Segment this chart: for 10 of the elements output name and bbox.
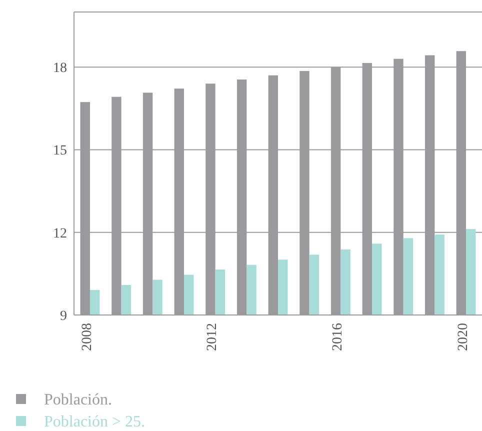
y-tick-label: 18 <box>53 60 67 76</box>
x-tick-label: 2008 <box>80 323 95 351</box>
x-tick-label: 2016 <box>330 323 346 351</box>
y-tick-label: 15 <box>53 144 67 159</box>
legend-label: Población > 25. <box>44 414 146 431</box>
legend-label: Población. <box>44 392 112 409</box>
x-tick-label: 2012 <box>205 323 220 351</box>
x-tick-label: 2020 <box>456 323 471 351</box>
y-tick-label: 9 <box>60 308 67 324</box>
y-tick-label: 12 <box>53 226 67 242</box>
